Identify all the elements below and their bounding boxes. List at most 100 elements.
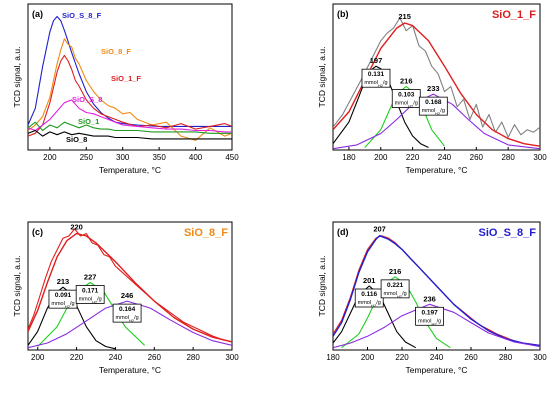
x-tick-label: 240: [430, 353, 444, 362]
series-label: SiO_1: [78, 117, 99, 126]
quantity-box-frame: [112, 303, 142, 323]
y-axis-title: TCD signal, a.u.: [317, 256, 327, 317]
plot-frame: [27, 221, 233, 351]
series-label: SiO_S_8: [72, 95, 102, 104]
series-line-peak-197: [333, 65, 429, 148]
panel-tag: (d): [337, 227, 349, 237]
series-label: SiO_S_8_F: [62, 11, 102, 20]
quantity-box: 0.091 mmolH2/g: [48, 289, 78, 309]
quantity-unit: mmolH2/g: [418, 318, 441, 326]
peak-label: 216: [389, 267, 402, 276]
x-axis-title: Temperature, °C: [99, 365, 161, 375]
quantity-box: 0.168 mmolH2/g: [418, 96, 448, 116]
x-tick-label: 300: [225, 353, 239, 362]
x-tick-label: 180: [326, 353, 340, 362]
series-line-fit: [28, 232, 232, 343]
quantity-unit: mmolH2/g: [395, 101, 418, 109]
panel-c: 200 220 240 260 280 300 Temperature, °C TCD sig…: [12, 221, 239, 375]
x-tick-label: 280: [501, 153, 515, 162]
quantity-unit: mmolH2/g: [422, 108, 445, 116]
panel-b: 180 200 220 240 260 280 300 Temperature, °C TCD …: [317, 3, 547, 175]
y-axis-title: TCD signal, a.u.: [317, 47, 327, 108]
x-tick-label: 300: [533, 353, 547, 362]
peak-label: 246: [121, 291, 134, 300]
peak-label: 215: [398, 12, 411, 21]
quantity-box-frame: [415, 306, 445, 326]
x-axis-title: Temperature, °C: [406, 165, 468, 175]
x-tick-label: 300: [116, 153, 130, 162]
peak-label: 213: [57, 277, 70, 286]
peak-label: 236: [423, 294, 436, 303]
x-axis-title: Temperature, °C: [99, 165, 161, 175]
x-tick-label: 200: [374, 153, 388, 162]
panel-a: 200 250 300 350 400 450 Temperature, °C TCD sig…: [12, 3, 239, 175]
quantity-value: 0.103: [398, 92, 415, 99]
quantity-unit: mmolH2/g: [384, 291, 407, 299]
quantity-unit: mmolH2/g: [51, 301, 74, 309]
x-tick-label: 450: [225, 153, 239, 162]
quantity-unit: mmolH2/g: [358, 300, 381, 308]
y-axis-title: TCD signal, a.u.: [12, 47, 22, 108]
series-line-peak-246: [28, 300, 232, 349]
series-line-SiO_8: [28, 129, 232, 140]
x-tick-label: 240: [109, 353, 123, 362]
series-line-SiO_1_F: [28, 54, 232, 137]
y-axis-title: TCD signal, a.u.: [12, 256, 22, 317]
series-label: SiO_8: [66, 135, 87, 144]
peak-label: 220: [70, 223, 83, 232]
x-tick-label: 260: [470, 153, 484, 162]
panel-title: SiO_8_F: [184, 227, 228, 239]
x-tick-label: 200: [361, 353, 375, 362]
x-tick-label: 350: [152, 153, 166, 162]
peak-label: 227: [84, 273, 97, 282]
x-tick-label: 200: [43, 153, 57, 162]
quantity-value: 0.168: [425, 99, 442, 106]
panel-d: 180 200 220 240 260 280 300 Temperature, °C TCD …: [317, 221, 547, 375]
x-tick-label: 400: [189, 153, 203, 162]
x-axis-title: Temperature, °C: [406, 365, 468, 375]
x-tick-label: 220: [395, 353, 409, 362]
series-group: [28, 15, 232, 141]
quantity-unit: mmolH2/g: [364, 80, 387, 88]
peak-label: 216: [400, 77, 413, 86]
quantity-value: 0.164: [119, 306, 136, 313]
peak-label: 233: [427, 84, 440, 93]
quantity-value: 0.091: [55, 292, 72, 299]
x-tick-label: 220: [406, 153, 420, 162]
series-line-peak-233: [333, 93, 540, 150]
quantity-unit: mmolH2/g: [115, 315, 138, 323]
quantity-value: 0.171: [82, 288, 99, 295]
panel-tag: (c): [32, 227, 43, 237]
panel-title: SiO_S_8_F: [479, 227, 537, 239]
panel-tag: (a): [32, 9, 43, 19]
quantity-box: 0.116 mmolH2/g: [354, 288, 384, 308]
quantity-box: 0.171 mmolH2/g: [75, 285, 105, 305]
series-line-fit: [333, 234, 540, 347]
series-line-peak-216: [364, 85, 445, 148]
quantity-unit: mmolH2/g: [79, 297, 102, 305]
x-tick-label: 240: [438, 153, 452, 162]
x-tick-label: 250: [80, 153, 94, 162]
quantity-box: 0.103 mmolH2/g: [391, 89, 421, 109]
series-line-SiO_8_F: [28, 38, 232, 141]
quantity-box: 0.131 mmolH2/g: [361, 68, 391, 88]
series-line-peak-236: [333, 303, 540, 349]
x-tick-label: 180: [342, 153, 356, 162]
x-tick-label: 200: [31, 353, 45, 362]
series-group: [333, 234, 540, 349]
x-tick-label: 220: [70, 353, 84, 362]
x-tick-label: 280: [499, 353, 513, 362]
quantity-value: 0.116: [361, 291, 377, 298]
series-line-SiO_1: [28, 121, 232, 134]
quantity-value: 0.221: [387, 282, 404, 289]
plot-frame: [332, 3, 541, 151]
quantity-box-frame: [75, 285, 105, 304]
quantity-box-frame: [361, 68, 391, 88]
quantity-value: 0.197: [421, 309, 438, 316]
series-line-peak-216: [341, 276, 451, 349]
quantity-box-frame: [380, 279, 410, 299]
series-label: SiO_8_F: [101, 47, 131, 56]
series-line-experimental: [333, 17, 540, 138]
series-group: [28, 228, 232, 350]
